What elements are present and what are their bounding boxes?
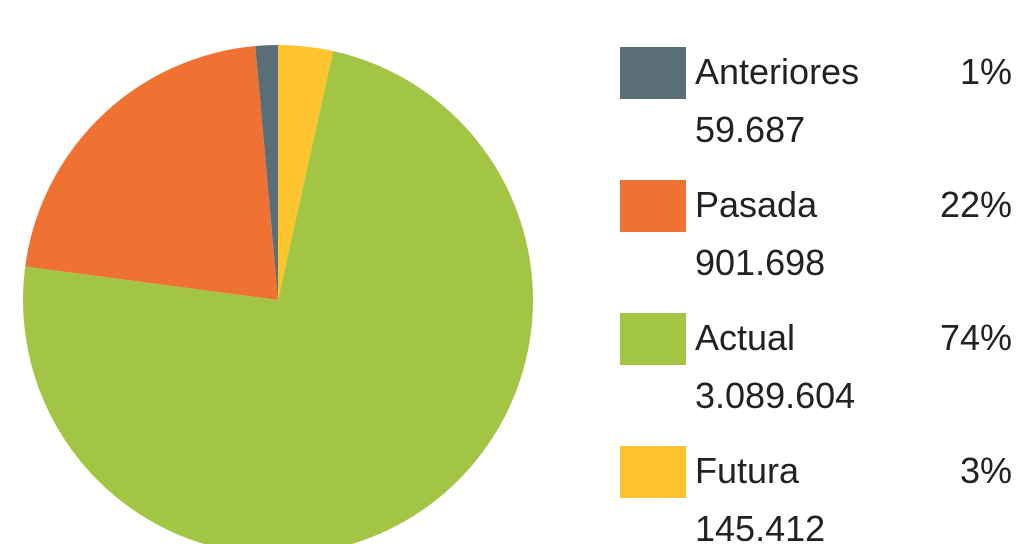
legend-value: 145.412 bbox=[695, 508, 825, 544]
legend-percentage: 3% bbox=[960, 450, 1012, 491]
legend-value: 901.698 bbox=[695, 242, 825, 283]
legend-percentage: 74% bbox=[940, 317, 1012, 358]
legend-percentage: 22% bbox=[940, 184, 1012, 225]
legend-swatch bbox=[620, 47, 686, 99]
pie-slice bbox=[25, 46, 279, 300]
legend-swatch bbox=[620, 180, 686, 232]
legend-percentage: 1% bbox=[960, 51, 1012, 92]
legend-label: Futura bbox=[695, 450, 800, 491]
legend-swatch bbox=[620, 313, 686, 365]
legend-label: Anteriores bbox=[695, 51, 859, 92]
legend-swatch bbox=[620, 446, 686, 498]
pie-slice bbox=[23, 51, 533, 544]
legend-value: 3.089.604 bbox=[695, 375, 855, 416]
legend-label: Actual bbox=[695, 317, 795, 358]
pie-slice bbox=[278, 45, 334, 300]
pie-slice bbox=[255, 45, 278, 300]
legend-value: 59.687 bbox=[695, 109, 805, 150]
legend-label: Pasada bbox=[695, 184, 818, 225]
